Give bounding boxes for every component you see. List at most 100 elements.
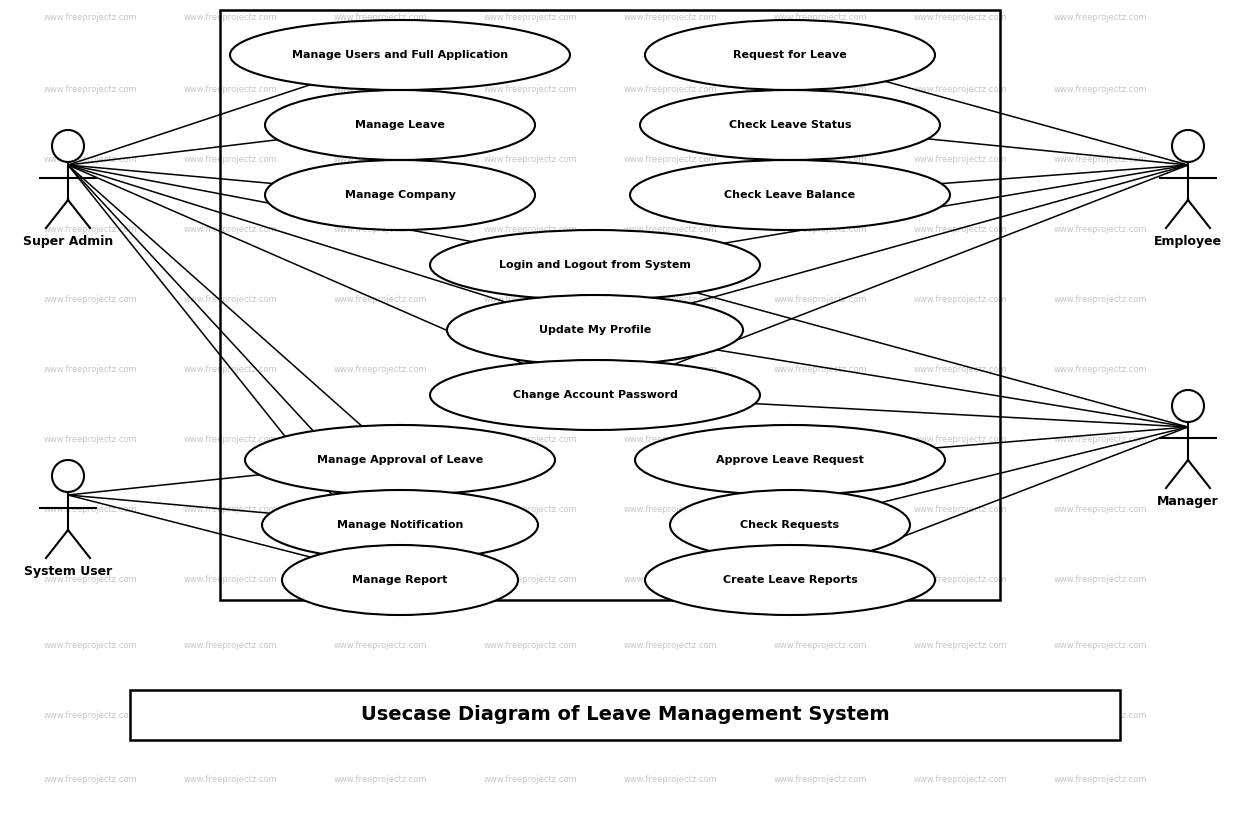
Circle shape — [1172, 130, 1204, 162]
Text: www.freeprojectz.com: www.freeprojectz.com — [624, 640, 717, 649]
Text: www.freeprojectz.com: www.freeprojectz.com — [914, 436, 1007, 445]
Text: www.freeprojectz.com: www.freeprojectz.com — [624, 505, 717, 514]
Text: Change Account Password: Change Account Password — [512, 390, 678, 400]
Text: www.freeprojectz.com: www.freeprojectz.com — [43, 436, 137, 445]
Text: www.freeprojectz.com: www.freeprojectz.com — [43, 505, 137, 514]
Ellipse shape — [430, 230, 761, 300]
Text: System User: System User — [24, 565, 112, 578]
Text: www.freeprojectz.com: www.freeprojectz.com — [483, 85, 577, 94]
Text: www.freeprojectz.com: www.freeprojectz.com — [483, 505, 577, 514]
Text: www.freeprojectz.com: www.freeprojectz.com — [333, 711, 427, 720]
Text: www.freeprojectz.com: www.freeprojectz.com — [183, 296, 277, 305]
Text: www.freeprojectz.com: www.freeprojectz.com — [333, 640, 427, 649]
Text: www.freeprojectz.com: www.freeprojectz.com — [483, 156, 577, 165]
Text: www.freeprojectz.com: www.freeprojectz.com — [183, 225, 277, 234]
Text: www.freeprojectz.com: www.freeprojectz.com — [483, 13, 577, 22]
Text: www.freeprojectz.com: www.freeprojectz.com — [1053, 365, 1147, 374]
Text: www.freeprojectz.com: www.freeprojectz.com — [1053, 85, 1147, 94]
Text: www.freeprojectz.com: www.freeprojectz.com — [1053, 156, 1147, 165]
Ellipse shape — [670, 490, 910, 560]
Text: www.freeprojectz.com: www.freeprojectz.com — [914, 156, 1007, 165]
Bar — [220, 10, 1000, 600]
Text: www.freeprojectz.com: www.freeprojectz.com — [483, 711, 577, 720]
Text: www.freeprojectz.com: www.freeprojectz.com — [624, 13, 717, 22]
Text: www.freeprojectz.com: www.freeprojectz.com — [624, 436, 717, 445]
Text: Check Leave Balance: Check Leave Balance — [724, 190, 856, 200]
Text: Manage Notification: Manage Notification — [336, 520, 463, 530]
Text: www.freeprojectz.com: www.freeprojectz.com — [773, 711, 867, 720]
Ellipse shape — [265, 90, 535, 160]
Text: www.freeprojectz.com: www.freeprojectz.com — [914, 776, 1007, 785]
Text: Usecase Diagram of Leave Management System: Usecase Diagram of Leave Management Syst… — [360, 705, 890, 725]
Text: www.freeprojectz.com: www.freeprojectz.com — [333, 225, 427, 234]
Text: www.freeprojectz.com: www.freeprojectz.com — [773, 365, 867, 374]
Text: www.freeprojectz.com: www.freeprojectz.com — [333, 436, 427, 445]
Text: www.freeprojectz.com: www.freeprojectz.com — [483, 296, 577, 305]
Text: www.freeprojectz.com: www.freeprojectz.com — [773, 225, 867, 234]
Text: www.freeprojectz.com: www.freeprojectz.com — [333, 296, 427, 305]
Text: www.freeprojectz.com: www.freeprojectz.com — [183, 436, 277, 445]
Text: www.freeprojectz.com: www.freeprojectz.com — [1053, 576, 1147, 585]
Circle shape — [51, 130, 84, 162]
Text: www.freeprojectz.com: www.freeprojectz.com — [183, 156, 277, 165]
Ellipse shape — [635, 425, 945, 495]
Text: www.freeprojectz.com: www.freeprojectz.com — [183, 365, 277, 374]
Text: www.freeprojectz.com: www.freeprojectz.com — [914, 296, 1007, 305]
Text: www.freeprojectz.com: www.freeprojectz.com — [1053, 296, 1147, 305]
Text: www.freeprojectz.com: www.freeprojectz.com — [333, 13, 427, 22]
Text: Manage Approval of Leave: Manage Approval of Leave — [316, 455, 483, 465]
Text: Check Leave Status: Check Leave Status — [729, 120, 851, 130]
Ellipse shape — [645, 20, 935, 90]
Text: www.freeprojectz.com: www.freeprojectz.com — [183, 776, 277, 785]
Ellipse shape — [430, 360, 761, 430]
Text: www.freeprojectz.com: www.freeprojectz.com — [914, 711, 1007, 720]
Text: www.freeprojectz.com: www.freeprojectz.com — [333, 85, 427, 94]
Text: Employee: Employee — [1153, 235, 1222, 248]
Text: Update My Profile: Update My Profile — [538, 325, 651, 335]
Text: Check Requests: Check Requests — [740, 520, 840, 530]
Ellipse shape — [230, 20, 570, 90]
Text: www.freeprojectz.com: www.freeprojectz.com — [43, 13, 137, 22]
Text: www.freeprojectz.com: www.freeprojectz.com — [1053, 436, 1147, 445]
Text: Request for Leave: Request for Leave — [733, 50, 847, 60]
Text: www.freeprojectz.com: www.freeprojectz.com — [624, 776, 717, 785]
Text: www.freeprojectz.com: www.freeprojectz.com — [483, 436, 577, 445]
Text: Manage Company: Manage Company — [345, 190, 456, 200]
Text: www.freeprojectz.com: www.freeprojectz.com — [773, 436, 867, 445]
Ellipse shape — [645, 545, 935, 615]
Ellipse shape — [447, 295, 743, 365]
Text: www.freeprojectz.com: www.freeprojectz.com — [183, 576, 277, 585]
Ellipse shape — [245, 425, 555, 495]
Text: www.freeprojectz.com: www.freeprojectz.com — [1053, 13, 1147, 22]
Text: www.freeprojectz.com: www.freeprojectz.com — [1053, 776, 1147, 785]
Text: www.freeprojectz.com: www.freeprojectz.com — [333, 365, 427, 374]
Text: www.freeprojectz.com: www.freeprojectz.com — [483, 776, 577, 785]
Text: www.freeprojectz.com: www.freeprojectz.com — [333, 505, 427, 514]
Text: www.freeprojectz.com: www.freeprojectz.com — [914, 505, 1007, 514]
Text: www.freeprojectz.com: www.freeprojectz.com — [624, 365, 717, 374]
Text: www.freeprojectz.com: www.freeprojectz.com — [1053, 225, 1147, 234]
Text: www.freeprojectz.com: www.freeprojectz.com — [43, 365, 137, 374]
Text: www.freeprojectz.com: www.freeprojectz.com — [914, 85, 1007, 94]
Ellipse shape — [630, 160, 950, 230]
Text: www.freeprojectz.com: www.freeprojectz.com — [483, 576, 577, 585]
Text: Super Admin: Super Admin — [23, 235, 113, 248]
Text: www.freeprojectz.com: www.freeprojectz.com — [914, 640, 1007, 649]
Text: www.freeprojectz.com: www.freeprojectz.com — [43, 711, 137, 720]
Text: www.freeprojectz.com: www.freeprojectz.com — [624, 576, 717, 585]
Text: www.freeprojectz.com: www.freeprojectz.com — [483, 365, 577, 374]
Text: www.freeprojectz.com: www.freeprojectz.com — [333, 156, 427, 165]
Text: www.freeprojectz.com: www.freeprojectz.com — [773, 156, 867, 165]
Ellipse shape — [282, 545, 518, 615]
Text: www.freeprojectz.com: www.freeprojectz.com — [1053, 640, 1147, 649]
Text: www.freeprojectz.com: www.freeprojectz.com — [914, 13, 1007, 22]
Text: Manage Report: Manage Report — [353, 575, 448, 585]
Text: www.freeprojectz.com: www.freeprojectz.com — [773, 776, 867, 785]
Text: www.freeprojectz.com: www.freeprojectz.com — [624, 225, 717, 234]
Bar — [131, 690, 1119, 740]
Text: www.freeprojectz.com: www.freeprojectz.com — [773, 85, 867, 94]
Text: www.freeprojectz.com: www.freeprojectz.com — [1053, 711, 1147, 720]
Text: www.freeprojectz.com: www.freeprojectz.com — [183, 85, 277, 94]
Ellipse shape — [265, 160, 535, 230]
Text: Manage Leave: Manage Leave — [355, 120, 446, 130]
